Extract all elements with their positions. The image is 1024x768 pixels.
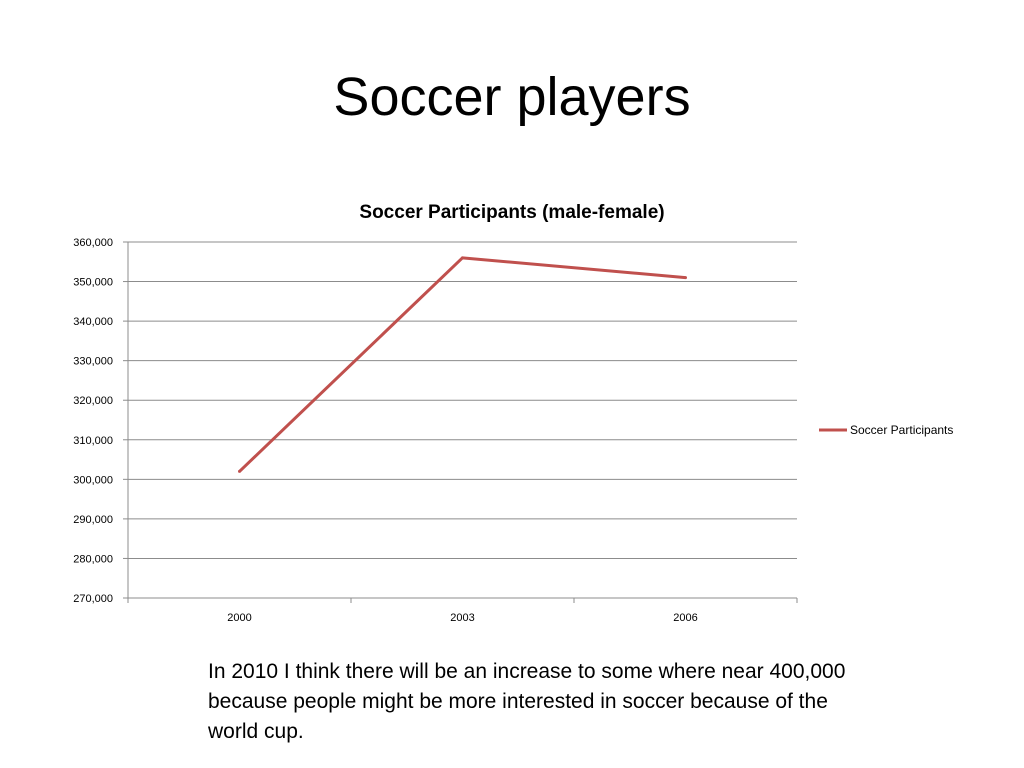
y-tick-label: 310,000 bbox=[73, 435, 113, 447]
chart-title: Soccer Participants (male-female) bbox=[359, 202, 664, 223]
y-tick-label: 360,000 bbox=[73, 237, 113, 249]
line-chart: Soccer Participants (male-female) 270,00… bbox=[73, 202, 953, 624]
y-tick-label: 330,000 bbox=[73, 356, 113, 368]
x-tick-label: 2000 bbox=[227, 612, 251, 624]
slide-title: Soccer players bbox=[333, 67, 691, 127]
y-tick-label: 270,000 bbox=[73, 593, 113, 605]
y-tick-label: 300,000 bbox=[73, 474, 113, 486]
x-tick-label: 2006 bbox=[673, 612, 697, 624]
data-point bbox=[238, 469, 241, 473]
legend: Soccer Participants bbox=[819, 423, 953, 437]
axes: 270,000 280,000 290,000 300,000 310,000 320,0… bbox=[73, 237, 798, 624]
y-tick-label: 350,000 bbox=[73, 277, 113, 289]
legend-label: Soccer Participants bbox=[850, 423, 953, 437]
data-point bbox=[461, 256, 464, 260]
y-tick-label: 290,000 bbox=[73, 514, 113, 526]
y-tick-label: 280,000 bbox=[73, 553, 113, 565]
data-point bbox=[684, 276, 687, 280]
y-tick-label: 320,000 bbox=[73, 395, 113, 407]
series-layer bbox=[238, 256, 687, 473]
x-tick-label: 2003 bbox=[450, 612, 474, 624]
y-tick-label: 340,000 bbox=[73, 316, 113, 328]
gridlines bbox=[128, 241, 797, 559]
slide-note: In 2010 I think there will be an increas… bbox=[208, 660, 846, 743]
